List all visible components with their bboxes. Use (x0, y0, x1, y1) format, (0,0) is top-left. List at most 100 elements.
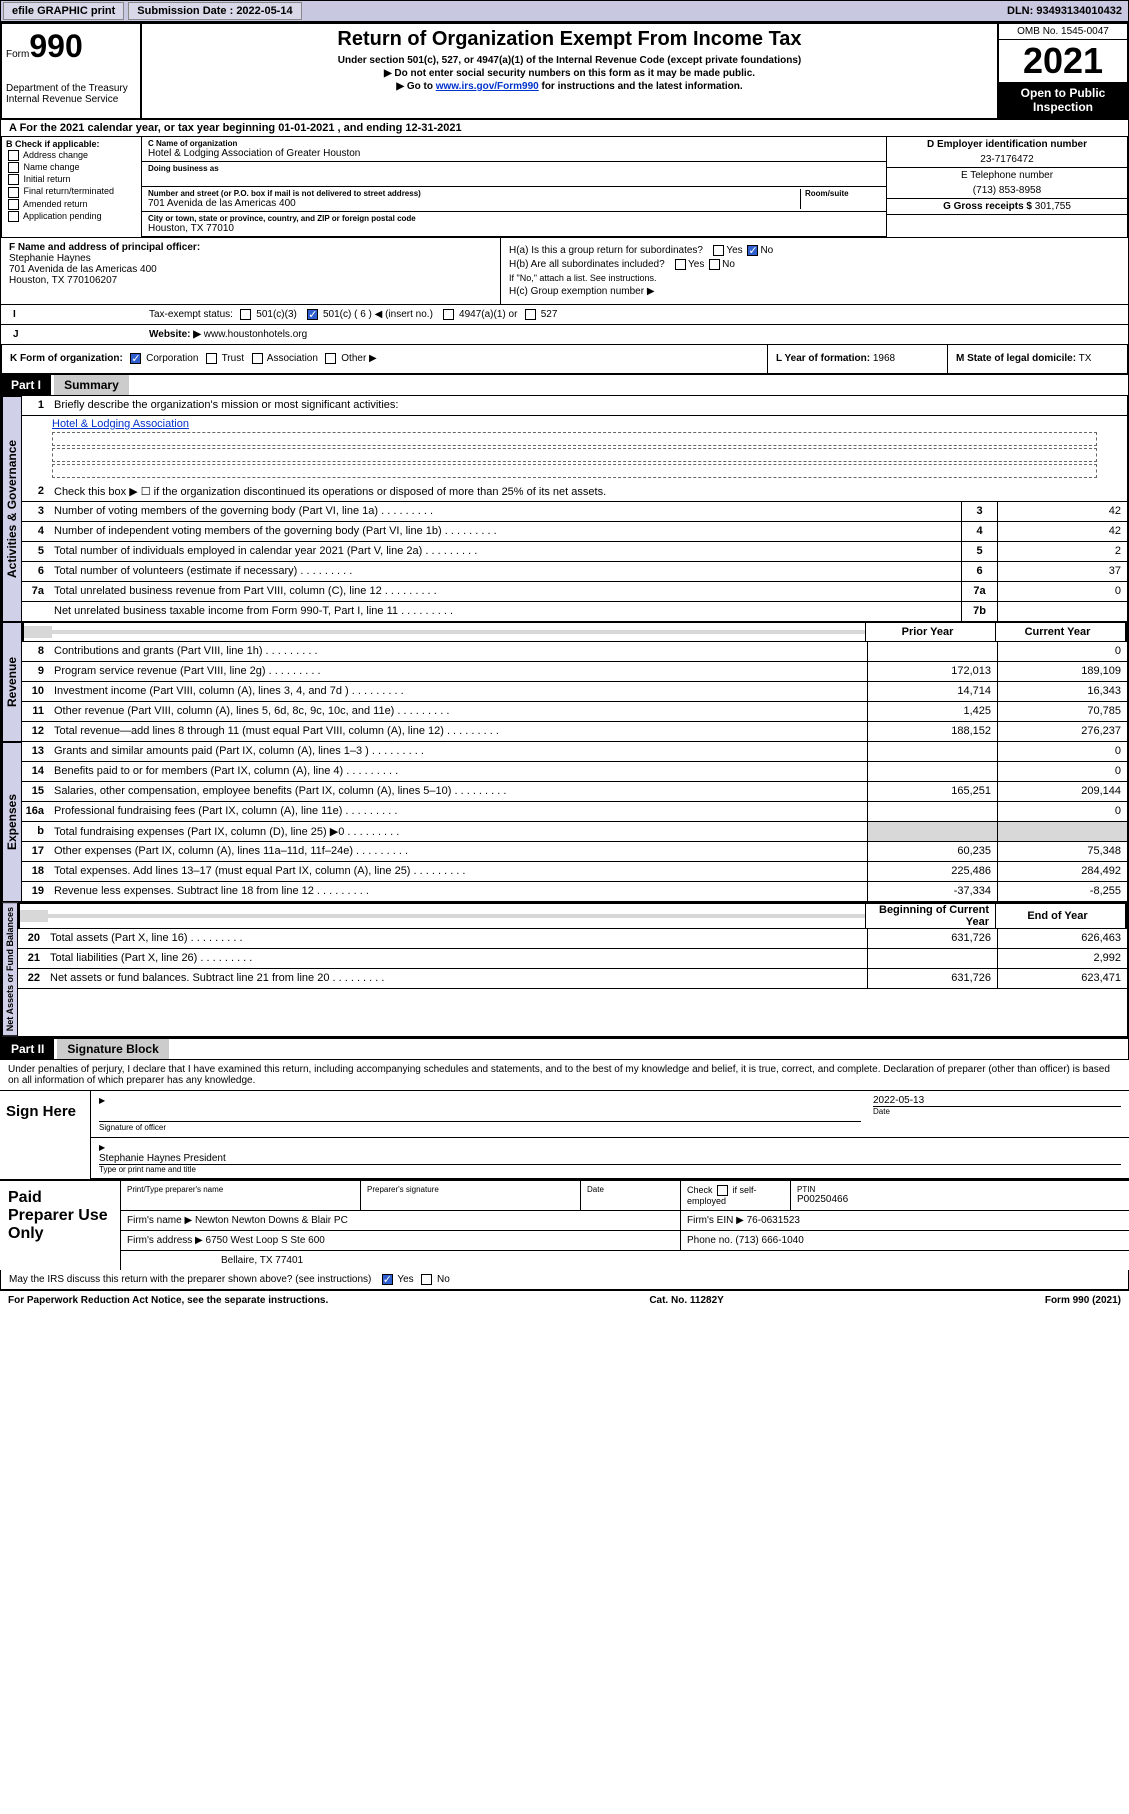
phone-cell: E Telephone number (713) 853-8958 (887, 168, 1127, 199)
table-row: 6 Total number of volunteers (estimate i… (22, 562, 1127, 582)
table-row: 4 Number of independent voting members o… (22, 522, 1127, 542)
cb-hb-no[interactable] (709, 259, 720, 270)
cb-application-pending[interactable]: Application pending (6, 211, 137, 222)
submission-date-label: Submission Date : 2022-05-14 (128, 2, 301, 20)
col-current-year: Current Year (995, 623, 1125, 641)
sign-here-label: Sign Here (0, 1091, 90, 1179)
group-return-cell: H(a) Is this a group return for subordin… (501, 238, 1128, 304)
part-1-title: Summary (54, 375, 129, 395)
org-name-cell: C Name of organization Hotel & Lodging A… (142, 137, 886, 162)
table-row: 14 Benefits paid to or for members (Part… (22, 762, 1127, 782)
dln-label: DLN: 93493134010432 (1007, 5, 1128, 17)
gross-receipts-cell: G Gross receipts $ 301,755 (887, 199, 1127, 215)
cb-501c[interactable] (307, 309, 318, 320)
table-row: 13 Grants and similar amounts paid (Part… (22, 742, 1127, 762)
cb-527[interactable] (525, 309, 536, 320)
table-row: 18 Total expenses. Add lines 13–17 (must… (22, 862, 1127, 882)
line-l-year: L Year of formation: 1968 (767, 345, 947, 372)
public-inspection-badge: Open to Public Inspection (999, 82, 1127, 118)
sig-name: Stephanie Haynes President (99, 1153, 1121, 1164)
col-beginning: Beginning of Current Year (865, 904, 995, 928)
part-2-title: Signature Block (57, 1039, 168, 1059)
col-prior-year: Prior Year (865, 623, 995, 641)
instructions-link[interactable]: www.irs.gov/Form990 (436, 81, 539, 92)
omb-number: OMB No. 1545-0047 (999, 24, 1127, 40)
firm-name: Newton Newton Downs & Blair PC (195, 1215, 348, 1226)
cb-ha-yes[interactable] (713, 245, 724, 256)
box-b-checkboxes: B Check if applicable: Address change Na… (2, 137, 142, 237)
table-row: 17 Other expenses (Part IX, column (A), … (22, 842, 1127, 862)
vlabel-revenue: Revenue (2, 622, 22, 742)
vlabel-expenses: Expenses (2, 742, 22, 902)
part-2-header: Part II (1, 1039, 54, 1059)
cb-ha-no[interactable] (747, 245, 758, 256)
subtitle-1: Under section 501(c), 527, or 4947(a)(1)… (150, 55, 989, 66)
cb-corporation[interactable] (130, 353, 141, 364)
form-number: Form990 (6, 28, 136, 65)
tax-year: 2021 (999, 40, 1127, 82)
sig-date: 2022-05-13 (873, 1095, 1121, 1106)
efile-print-button[interactable]: efile GRAPHIC print (3, 2, 124, 20)
irs-label: Internal Revenue Service (6, 94, 136, 105)
top-bar: efile GRAPHIC print Submission Date : 20… (0, 0, 1129, 22)
table-row: 20 Total assets (Part X, line 16) 631,72… (18, 929, 1127, 949)
table-row: 12 Total revenue—add lines 8 through 11 … (22, 722, 1127, 742)
ein-cell: D Employer identification number 23-7176… (887, 137, 1127, 168)
line-k-form-org: K Form of organization: Corporation Trus… (2, 345, 767, 372)
cb-4947[interactable] (443, 309, 454, 320)
cb-discuss-no[interactable] (421, 1274, 432, 1285)
form-footer: Form 990 (2021) (1045, 1295, 1121, 1306)
firm-addr1: 6750 West Loop S Ste 600 (206, 1235, 325, 1246)
col-end-year: End of Year (995, 904, 1125, 928)
table-row: b Total fundraising expenses (Part IX, c… (22, 822, 1127, 842)
form-header: Form990 Department of the Treasury Inter… (0, 22, 1129, 120)
dba-cell: Doing business as (142, 162, 886, 187)
cb-other[interactable] (325, 353, 336, 364)
firm-addr2: Bellaire, TX 77401 (120, 1251, 680, 1270)
officer-cell: F Name and address of principal officer:… (1, 238, 501, 304)
table-row: 7a Total unrelated business revenue from… (22, 582, 1127, 602)
table-row: 10 Investment income (Part VIII, column … (22, 682, 1127, 702)
table-row: 11 Other revenue (Part VIII, column (A),… (22, 702, 1127, 722)
table-row: 22 Net assets or fund balances. Subtract… (18, 969, 1127, 989)
line-a-tax-year: A For the 2021 calendar year, or tax yea… (0, 120, 1129, 137)
mission-text: Hotel & Lodging Association (52, 418, 1097, 430)
city-cell: City or town, state or province, country… (142, 212, 886, 237)
vlabel-governance: Activities & Governance (2, 396, 22, 622)
cb-hb-yes[interactable] (675, 259, 686, 270)
part-1-header: Part I (1, 375, 51, 395)
discuss-line: May the IRS discuss this return with the… (0, 1270, 1129, 1290)
cb-final-return[interactable]: Final return/terminated (6, 186, 137, 197)
firm-phone: (713) 666-1040 (735, 1235, 803, 1246)
line-j-website: J Website: ▶ www.houstonhotels.org (0, 325, 1129, 345)
cb-association[interactable] (252, 353, 263, 364)
cb-address-change[interactable]: Address change (6, 150, 137, 161)
cb-discuss-yes[interactable] (382, 1274, 393, 1285)
subtitle-2: ▶ Do not enter social security numbers o… (150, 68, 989, 79)
address-cell: Number and street (or P.O. box if mail i… (142, 187, 886, 212)
sig-officer-label: Signature of officer (99, 1123, 166, 1132)
pra-notice: For Paperwork Reduction Act Notice, see … (8, 1295, 328, 1306)
table-row: 16a Professional fundraising fees (Part … (22, 802, 1127, 822)
table-row: 19 Revenue less expenses. Subtract line … (22, 882, 1127, 902)
form-title: Return of Organization Exempt From Incom… (150, 28, 989, 51)
firm-ein: 76-0631523 (747, 1215, 800, 1226)
paid-preparer-label: Paid Preparer Use Only (0, 1181, 120, 1270)
cat-no: Cat. No. 11282Y (649, 1295, 723, 1306)
cb-self-employed[interactable] (717, 1185, 728, 1196)
cb-name-change[interactable]: Name change (6, 162, 137, 173)
line-m-state: M State of legal domicile: TX (947, 345, 1127, 372)
table-row: 15 Salaries, other compensation, employe… (22, 782, 1127, 802)
q2-checkbox-line: Check this box ▶ ☐ if the organization d… (50, 483, 1127, 500)
table-row: Net unrelated business taxable income fr… (22, 602, 1127, 622)
line-i-tax-status: I Tax-exempt status: 501(c)(3) 501(c) ( … (0, 305, 1129, 325)
table-row: 5 Total number of individuals employed i… (22, 542, 1127, 562)
cb-initial-return[interactable]: Initial return (6, 174, 137, 185)
cb-trust[interactable] (206, 353, 217, 364)
vlabel-net-assets: Net Assets or Fund Balances (2, 902, 18, 1036)
signature-declaration: Under penalties of perjury, I declare th… (0, 1060, 1129, 1091)
cb-amended-return[interactable]: Amended return (6, 199, 137, 210)
subtitle-3: ▶ Go to www.irs.gov/Form990 for instruct… (150, 81, 989, 92)
dept-label: Department of the Treasury (6, 83, 136, 94)
cb-501c3[interactable] (240, 309, 251, 320)
